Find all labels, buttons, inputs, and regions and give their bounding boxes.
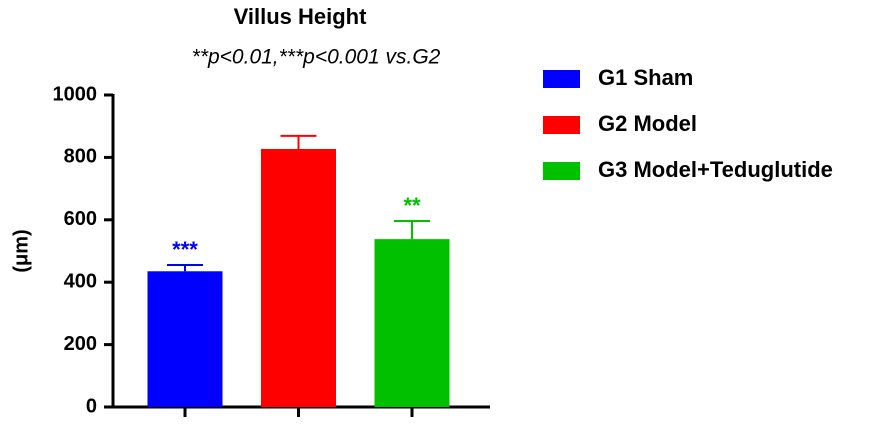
significance-label: **: [403, 193, 421, 218]
bar: [374, 239, 450, 407]
legend-label: G1 Sham: [598, 65, 693, 90]
legend-swatch: [543, 116, 580, 134]
y-tick-label: 1000: [53, 83, 98, 105]
y-tick-label: 800: [64, 146, 97, 168]
y-tick-label: 200: [64, 333, 97, 355]
bar: [147, 271, 223, 407]
y-tick-label: 600: [64, 208, 97, 230]
legend-swatch: [543, 162, 580, 180]
y-tick-label: 0: [86, 395, 97, 417]
bar: [261, 148, 336, 407]
y-tick-label: 400: [64, 270, 97, 292]
legend-label: G3 Model+Teduglutide: [598, 157, 833, 182]
legend-swatch: [543, 70, 580, 88]
significance-label: ***: [172, 237, 198, 262]
y-axis-label: (μm): [10, 229, 32, 272]
legend-label: G2 Model: [598, 111, 697, 136]
chart-subtitle: **p<0.01,***p<0.001 vs.G2: [192, 46, 441, 69]
chart-title: Villus Height: [234, 4, 368, 29]
